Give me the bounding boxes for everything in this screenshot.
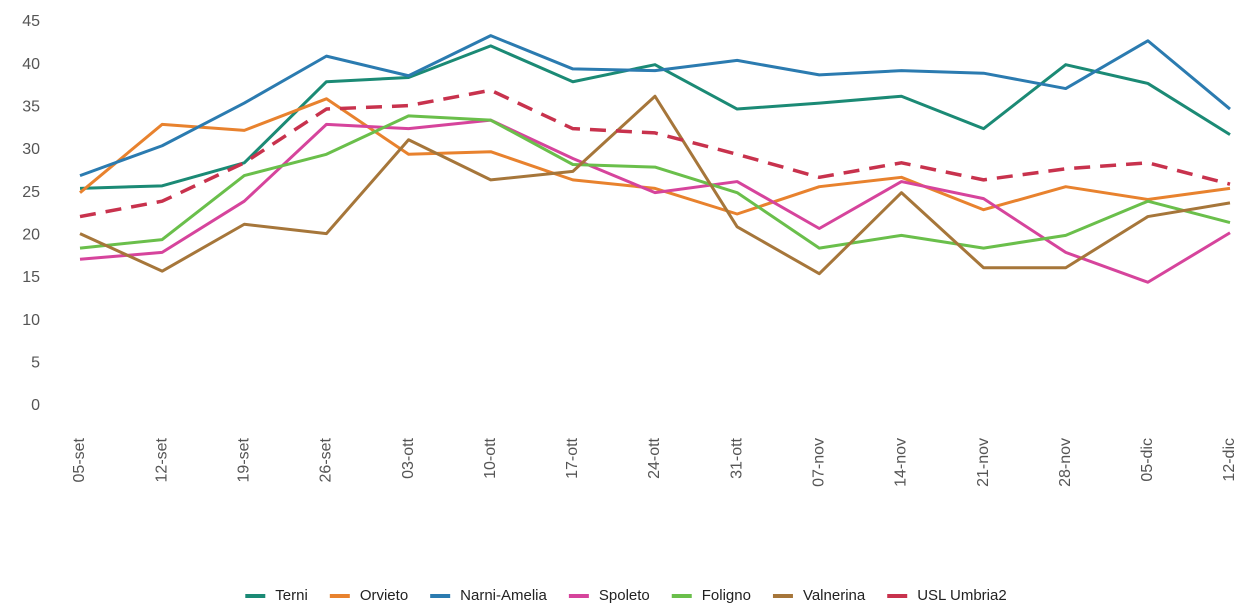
x-tick-label: 07-nov (811, 438, 828, 487)
legend-label: Narni-Amelia (460, 587, 547, 604)
x-tick-label: 17-ott (564, 437, 581, 478)
x-tick-label: 05-dic (1139, 438, 1156, 482)
x-tick-label: 19-set (236, 437, 253, 482)
x-tick-label: 21-nov (975, 438, 992, 487)
x-tick-label: 14-nov (893, 438, 910, 487)
y-tick-label: 35 (22, 99, 40, 116)
x-tick-label: 03-ott (400, 437, 417, 478)
y-tick-label: 20 (22, 227, 40, 244)
legend-label: Foligno (702, 587, 751, 604)
x-tick-label: 31-ott (728, 437, 745, 478)
x-tick-label: 26-set (318, 437, 335, 482)
legend-label: Orvieto (360, 587, 408, 604)
x-tick-label: 12-dic (1221, 438, 1238, 482)
series-line (79, 94, 1231, 276)
series-line (79, 88, 1231, 219)
x-tick-label: 28-nov (1057, 438, 1074, 487)
legend-label: Valnerina (803, 587, 866, 604)
x-tick-label: 10-ott (482, 437, 499, 478)
series-line (79, 114, 1231, 250)
series-line (79, 97, 1231, 216)
x-tick-label: 12-set (153, 437, 170, 482)
y-tick-label: 0 (31, 397, 40, 414)
y-tick-label: 10 (22, 312, 40, 329)
y-tick-label: 30 (22, 141, 40, 158)
series-line (79, 118, 1231, 284)
legend-label: Terni (275, 587, 308, 604)
y-tick-label: 5 (31, 355, 40, 372)
x-tick-label: 05-set (71, 437, 88, 482)
legend-label: USL Umbria2 (917, 587, 1006, 604)
y-tick-label: 25 (22, 184, 40, 201)
x-tick-label: 24-ott (646, 437, 663, 478)
y-tick-label: 45 (22, 13, 40, 30)
y-tick-label: 15 (22, 269, 40, 286)
legend-label: Spoleto (599, 587, 650, 604)
series-line (79, 44, 1231, 190)
series-line (79, 34, 1231, 178)
y-tick-label: 40 (22, 56, 40, 73)
